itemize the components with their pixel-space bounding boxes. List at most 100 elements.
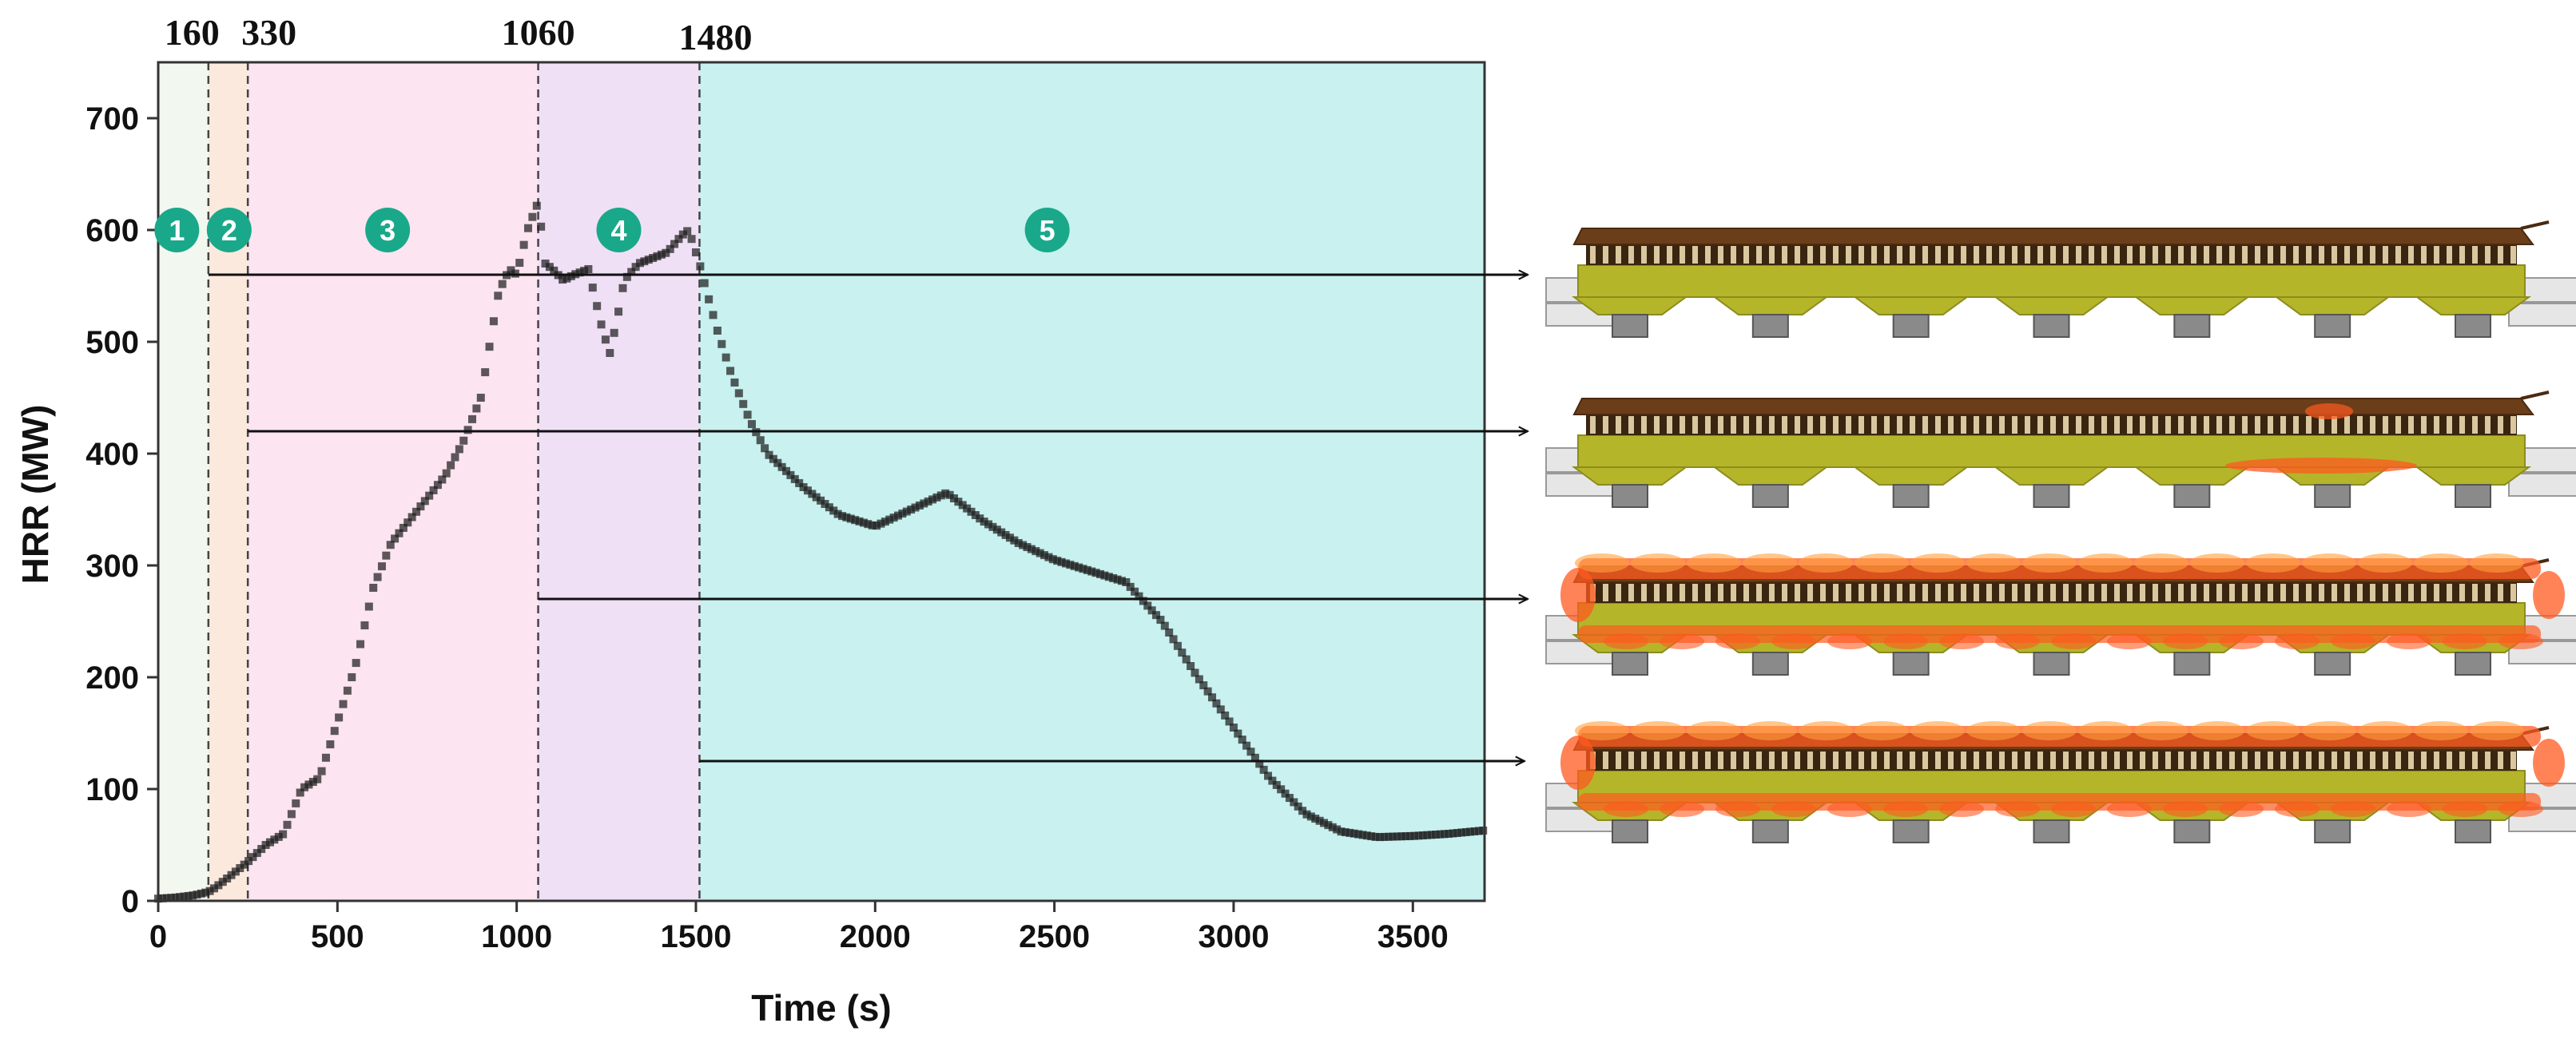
x-tick-label: 3000 <box>1198 919 1269 954</box>
data-point <box>666 244 674 253</box>
y-tick-label: 400 <box>85 437 139 472</box>
data-point <box>1023 543 1032 552</box>
data-point <box>184 891 193 900</box>
data-point <box>313 775 322 783</box>
data-point <box>227 871 236 879</box>
data-point <box>950 494 958 502</box>
data-point <box>326 740 335 748</box>
y-tick-label: 700 <box>85 101 139 137</box>
data-point <box>1014 539 1023 547</box>
data-point <box>1367 832 1376 841</box>
data-point <box>1143 601 1152 610</box>
data-point <box>1298 807 1307 815</box>
data-point <box>244 857 253 866</box>
data-point <box>317 767 326 775</box>
data-point <box>1358 831 1367 839</box>
y-axis-title: HRR (MW) <box>14 405 56 585</box>
data-point <box>209 884 218 893</box>
data-point <box>1311 815 1320 823</box>
data-point <box>898 510 907 518</box>
data-point <box>171 893 180 902</box>
data-point <box>1449 829 1457 838</box>
data-point <box>343 686 352 695</box>
phase-band-5 <box>699 62 1485 901</box>
bridge-snapshot-1 <box>1545 220 2576 338</box>
data-point <box>1294 802 1302 811</box>
data-point <box>1165 629 1174 637</box>
data-point <box>1272 780 1281 789</box>
data-point <box>1427 831 1436 839</box>
x-tick-label: 1000 <box>481 919 552 954</box>
data-point <box>1290 798 1298 807</box>
data-point <box>438 475 447 484</box>
data-point <box>563 274 571 283</box>
data-point <box>1229 724 1238 732</box>
data-point <box>873 522 881 530</box>
phase-boundary-label: 160 <box>165 12 220 53</box>
data-point <box>859 518 868 527</box>
data-point <box>635 259 644 268</box>
x-axis-title: Time (s) <box>751 987 892 1029</box>
data-point <box>429 486 438 494</box>
data-point <box>1423 831 1432 839</box>
data-point <box>1397 832 1405 841</box>
data-point <box>1414 831 1423 840</box>
data-point <box>799 483 808 491</box>
data-point <box>928 495 937 504</box>
data-point <box>954 498 963 506</box>
data-point <box>1393 832 1401 841</box>
data-point <box>1079 565 1087 573</box>
phase-badge-label: 1 <box>169 214 185 247</box>
data-point <box>769 454 777 463</box>
data-point <box>885 515 894 524</box>
data-point <box>1040 551 1049 560</box>
data-point <box>622 272 631 281</box>
data-point <box>1096 569 1105 578</box>
data-point <box>1281 789 1290 798</box>
data-point <box>790 474 799 483</box>
data-point <box>627 268 636 276</box>
data-point <box>1001 530 1010 539</box>
data-point <box>1350 829 1358 838</box>
data-point <box>821 500 829 508</box>
x-tick-label: 1500 <box>660 919 731 954</box>
data-point <box>519 240 528 249</box>
data-point <box>743 410 752 419</box>
data-point <box>537 222 546 231</box>
data-point <box>1187 662 1195 670</box>
data-point <box>1126 582 1135 591</box>
data-point <box>1320 819 1329 827</box>
data-point <box>980 518 988 526</box>
data-point <box>252 849 261 858</box>
data-point <box>261 841 270 849</box>
data-point <box>1389 832 1397 841</box>
phase-boundaries: 160 330 1060 1480 <box>165 12 752 901</box>
data-point <box>606 349 614 357</box>
data-point <box>1277 785 1286 794</box>
bridge-snapshots <box>1545 220 2576 843</box>
data-point <box>1264 771 1273 780</box>
data-point <box>265 838 274 847</box>
data-point <box>1440 830 1449 839</box>
data-point <box>175 893 184 902</box>
data-point <box>842 513 851 522</box>
data-point <box>352 659 360 668</box>
data-point <box>1091 569 1100 577</box>
data-point <box>566 272 575 280</box>
data-point <box>1474 827 1483 835</box>
phase-badges: 1 2 3 4 5 <box>154 208 1070 252</box>
data-point <box>941 489 950 498</box>
data-point <box>653 252 662 260</box>
data-point <box>1191 668 1199 677</box>
phase-boundary-label: 1480 <box>678 17 752 58</box>
data-point <box>455 445 463 454</box>
data-point <box>1139 597 1147 605</box>
data-point <box>391 534 400 543</box>
data-point <box>1109 573 1118 582</box>
phase-bands <box>158 62 1485 901</box>
data-point <box>369 584 378 592</box>
data-point <box>846 514 855 523</box>
data-point <box>1431 831 1440 839</box>
phase-badge <box>596 208 642 252</box>
